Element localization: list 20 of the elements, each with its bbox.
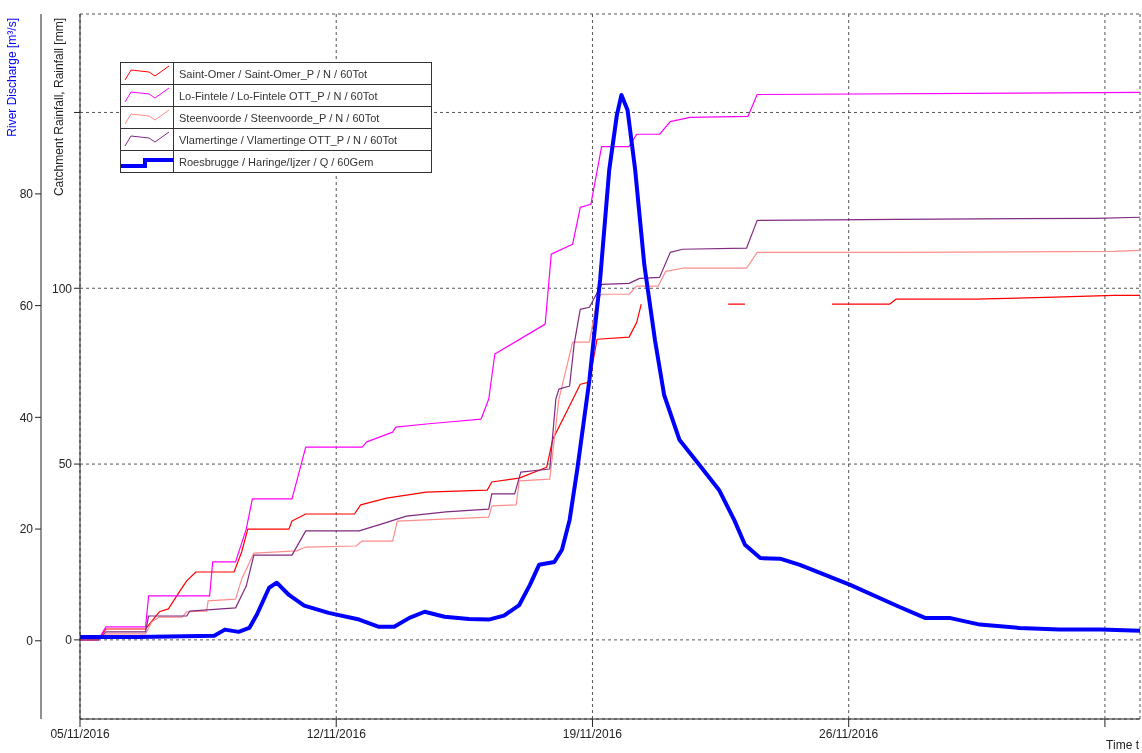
- x-tick-label: 19/11/2016: [562, 726, 623, 741]
- y2-tick-label: 100: [51, 281, 73, 296]
- y2-tick-label: 50: [58, 457, 73, 472]
- y-axis-title: River Discharge [m³/s]: [5, 18, 19, 137]
- x-tick-label: 05/11/2016: [50, 726, 110, 741]
- y-tick-label: 60: [19, 298, 34, 313]
- y-tick-label: 0: [26, 634, 34, 649]
- legend-label: Roesbrugge / Haringe/Ijzer / Q / 60Gem: [173, 150, 432, 173]
- y2-axis-title: Catchment Rainfall, Rainfall [mm]: [52, 18, 66, 197]
- x-tick-label: 12/11/2016: [306, 726, 367, 741]
- y-tick-label: 20: [19, 522, 34, 537]
- x-axis-title: Time t: [1106, 738, 1140, 752]
- legend-label: Steenvoorde / Steenvoorde_P / N / 60Tot: [173, 106, 432, 129]
- y2-tick-label: 0: [65, 633, 73, 648]
- legend-label: Vlamertinge / Vlamertinge OTT_P / N / 60Tot: [173, 128, 432, 151]
- y-tick-label: 40: [19, 410, 34, 425]
- legend-label: Lo-Fintele / Lo-Fintele OTT_P / N / 60Tot: [173, 84, 432, 107]
- x-tick-label: 26/11/2016: [819, 726, 879, 741]
- legend-label: Saint-Omer / Saint-Omer_P / N / 60Tot: [173, 62, 432, 85]
- y-tick-label: 80: [19, 187, 34, 202]
